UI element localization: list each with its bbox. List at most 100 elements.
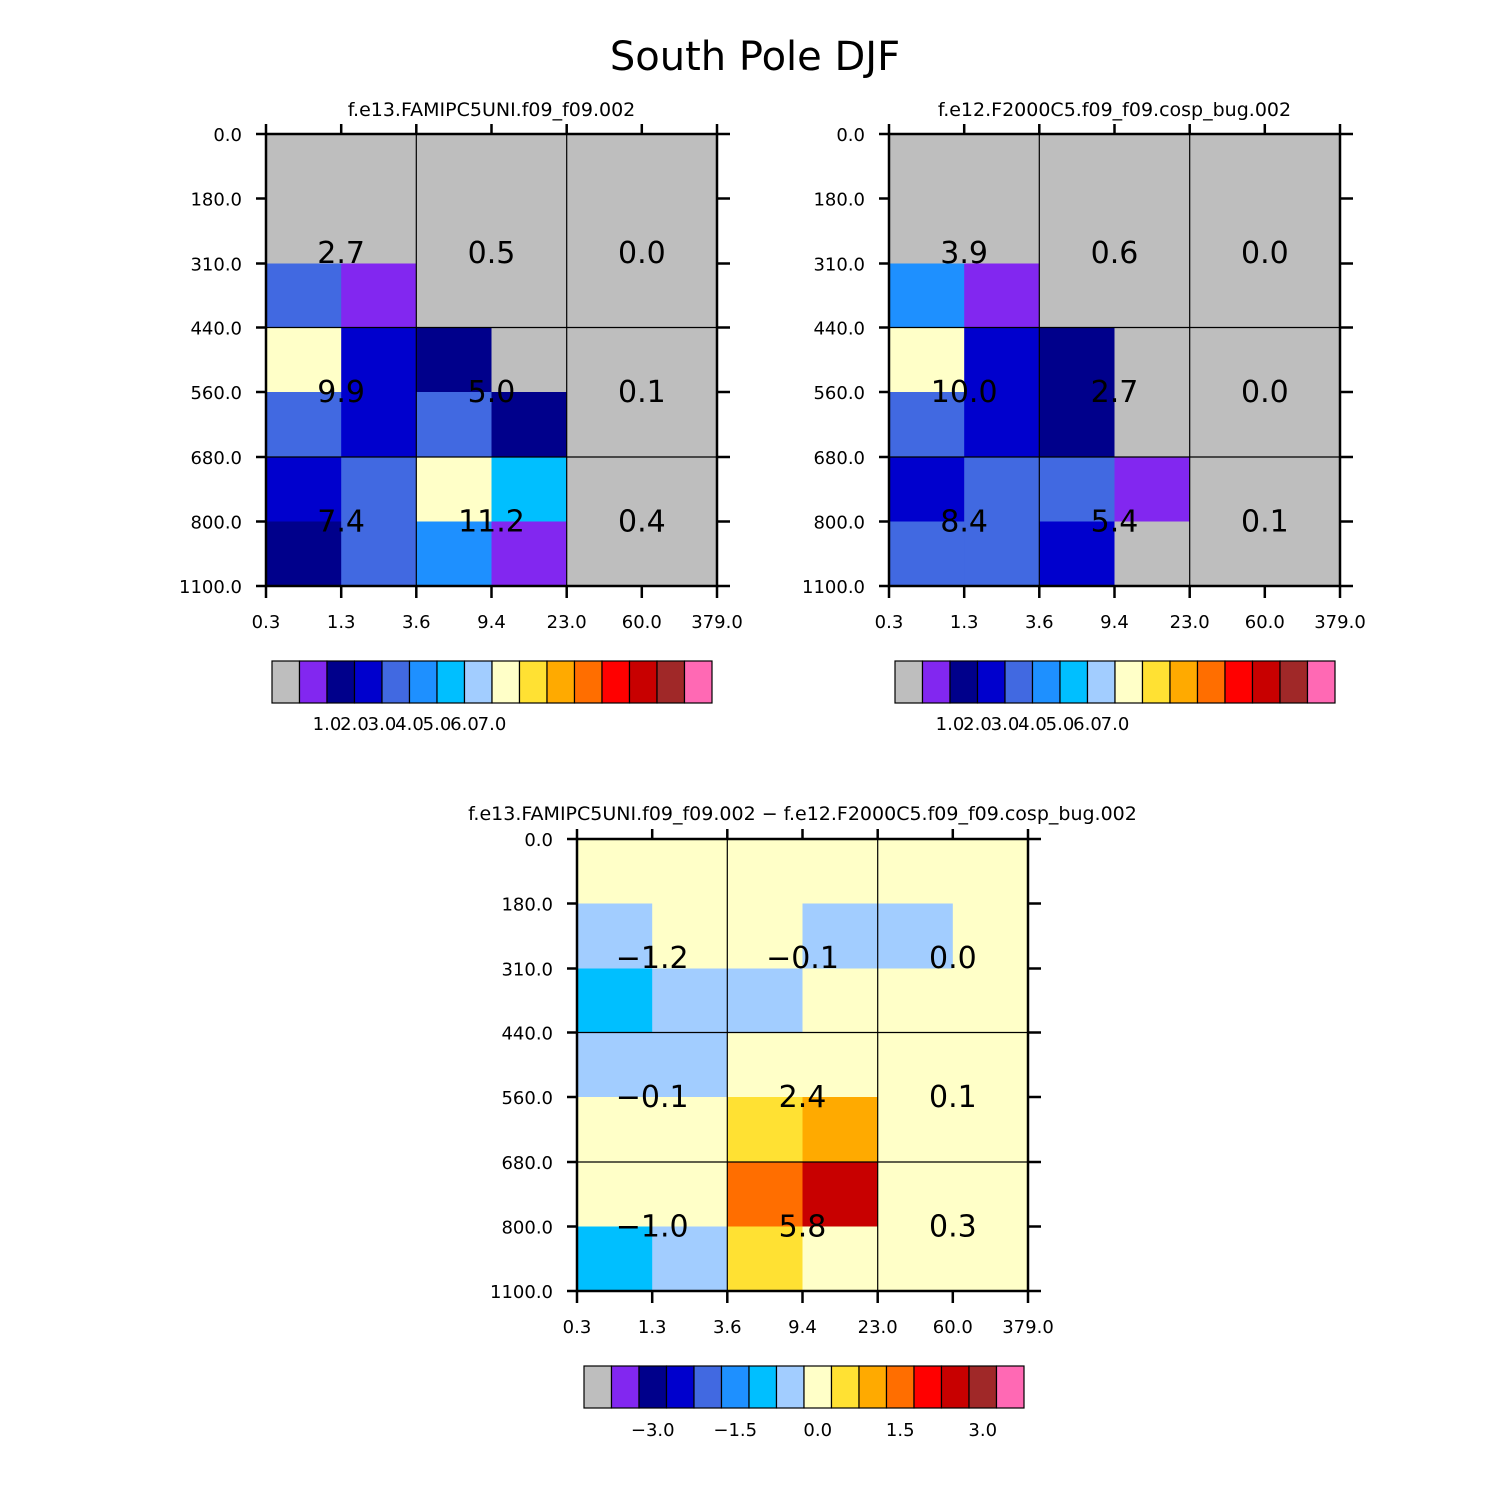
x-tick-label: 3.6 xyxy=(713,1317,742,1338)
heatmap-cell xyxy=(952,1097,1029,1163)
y-tick-label: 1100.0 xyxy=(179,577,242,598)
colorbar-swatch xyxy=(968,1365,998,1409)
heatmap-cell xyxy=(964,521,1040,587)
y-tick-label: 0.0 xyxy=(213,125,242,146)
y-tick-label: 1100.0 xyxy=(802,577,865,598)
heatmap-cell xyxy=(641,521,718,587)
colorbar-swatch xyxy=(491,660,521,704)
colorbar-swatch xyxy=(1031,660,1061,704)
x-tick-label: 9.4 xyxy=(1100,612,1129,633)
box-value-label: 0.1 xyxy=(618,375,666,410)
heatmap-cell xyxy=(266,263,342,328)
box-value-label: 0.4 xyxy=(618,505,666,540)
heatmap-cell xyxy=(1264,521,1341,587)
heatmap-cell xyxy=(889,198,965,264)
heatmap-cell xyxy=(566,134,643,199)
colorbar-swatch xyxy=(885,1365,915,1409)
y-tick-label: 440.0 xyxy=(813,319,865,340)
colorbar-swatch xyxy=(683,660,713,704)
heatmap-cell xyxy=(964,392,1040,458)
heatmap-cell xyxy=(416,263,492,328)
x-tick-label: 3.6 xyxy=(1025,612,1054,633)
heatmap-cell xyxy=(727,903,803,969)
colorbar-label: 0.0 xyxy=(803,1420,832,1441)
heatmap-cell xyxy=(416,327,492,393)
colorbar-swatch xyxy=(463,660,493,704)
heatmap-cell xyxy=(802,903,879,969)
heatmap-cell xyxy=(566,521,643,587)
y-tick-label: 440.0 xyxy=(190,319,242,340)
heatmap-cell xyxy=(877,903,954,969)
colorbar-swatch xyxy=(1086,660,1116,704)
heatmap-cell xyxy=(802,968,879,1033)
colorbar-label: −1.5 xyxy=(713,1420,757,1441)
heatmap-cell xyxy=(341,457,417,522)
x-tick-label: 60.0 xyxy=(933,1317,973,1338)
heatmap-cell xyxy=(266,327,342,393)
panel-title: f.e13.FAMIPC5UNI.f09_f09.002 − f.e12.F20… xyxy=(468,803,1137,825)
x-tick-label: 0.3 xyxy=(252,612,281,633)
heatmap-cell xyxy=(877,968,954,1033)
colorbar-label: 5.0 xyxy=(423,714,452,735)
heatmap-cell xyxy=(1039,198,1115,264)
y-tick-label: 680.0 xyxy=(190,448,242,469)
heatmap-cell xyxy=(1114,392,1191,458)
colorbar-swatch xyxy=(1279,660,1309,704)
heatmap-cell xyxy=(1264,263,1341,328)
heatmap-cell xyxy=(952,968,1029,1033)
heatmap-cell xyxy=(1189,198,1266,264)
heatmap-cell xyxy=(802,1226,879,1292)
heatmap-cell xyxy=(802,1162,879,1227)
colorbar-swatch xyxy=(638,1365,668,1409)
heatmap-cell xyxy=(566,263,643,328)
figure-title: South Pole DJF xyxy=(610,34,900,80)
colorbar-label: −3.0 xyxy=(631,1420,675,1441)
colorbar-swatch xyxy=(894,660,924,704)
y-tick-label: 560.0 xyxy=(501,1088,553,1109)
box-value-label: 3.9 xyxy=(940,236,988,271)
heatmap-cell xyxy=(566,198,643,264)
heatmap-cell xyxy=(577,1032,653,1098)
x-tick-label: 23.0 xyxy=(858,1317,898,1338)
colorbar-label: 1.0 xyxy=(313,714,342,735)
colorbar-swatch xyxy=(518,660,548,704)
heatmap-cell xyxy=(1189,134,1266,199)
box-value-label: 8.4 xyxy=(940,505,988,540)
box-value-label: 0.6 xyxy=(1091,236,1139,271)
x-tick-label: 0.3 xyxy=(875,612,904,633)
y-tick-label: 310.0 xyxy=(190,255,242,276)
colorbar-swatch xyxy=(628,660,658,704)
heatmap-cell xyxy=(1264,327,1341,393)
heatmap-cell xyxy=(964,327,1040,393)
heatmap-cell xyxy=(964,457,1040,522)
heatmap-cell xyxy=(416,392,492,458)
heatmap-cell xyxy=(641,134,718,199)
y-tick-label: 680.0 xyxy=(501,1153,553,1174)
heatmap-cell xyxy=(266,392,342,458)
heatmap-cell xyxy=(889,457,965,522)
y-tick-label: 800.0 xyxy=(190,513,242,534)
colorbar-swatch xyxy=(803,1365,833,1409)
heatmap-cell xyxy=(1114,263,1191,328)
y-tick-label: 180.0 xyxy=(190,190,242,211)
box-value-label: −1.2 xyxy=(616,941,689,976)
y-tick-label: 440.0 xyxy=(501,1024,553,1045)
colorbar-label: 1.5 xyxy=(886,1420,915,1441)
colorbar-swatch xyxy=(601,660,631,704)
box-value-label: 5.4 xyxy=(1091,505,1139,540)
colorbar-swatch xyxy=(858,1365,888,1409)
heatmap-cell xyxy=(802,1097,879,1163)
colorbar-swatch xyxy=(298,660,328,704)
heatmap-cell xyxy=(1114,521,1191,587)
box-value-label: 11.2 xyxy=(458,505,525,540)
x-tick-label: 9.4 xyxy=(788,1317,817,1338)
colorbar-label: 4.0 xyxy=(395,714,424,735)
y-tick-label: 0.0 xyxy=(836,125,865,146)
colorbar-swatch xyxy=(1169,660,1199,704)
heatmap-cell xyxy=(1039,457,1115,522)
colorbar-label: 5.0 xyxy=(1046,714,1075,735)
colorbar-swatch xyxy=(913,1365,943,1409)
heatmap-cell xyxy=(1039,263,1115,328)
box-value-label: 10.0 xyxy=(931,375,998,410)
colorbar-swatch xyxy=(271,660,301,704)
